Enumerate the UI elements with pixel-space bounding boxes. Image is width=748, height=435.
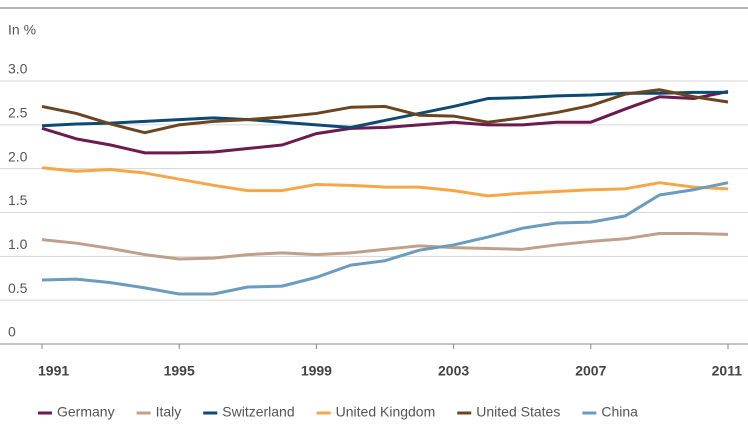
series-line — [41, 88, 729, 135]
x-tick-label: 2011 — [712, 363, 743, 379]
x-tick-label: 1991 — [38, 363, 69, 379]
legend-label: Italy — [156, 404, 182, 420]
y-tick-label: 0 — [8, 324, 16, 340]
series-line — [41, 90, 728, 129]
y-tick-label: 1.0 — [8, 236, 28, 252]
y-tick-label: 0.5 — [8, 280, 28, 296]
legend-label: United States — [476, 404, 560, 420]
y-tick-label: 2.0 — [8, 148, 28, 164]
legend-label: Germany — [57, 404, 115, 420]
series-line — [41, 166, 729, 198]
series-line — [41, 232, 729, 261]
series-line — [41, 90, 729, 155]
x-tick-label: 2007 — [575, 363, 606, 379]
legend-label: China — [601, 404, 638, 420]
y-tick-label: 2.5 — [8, 105, 28, 121]
x-tick-label: 1995 — [164, 363, 195, 379]
legend-label: United Kingdom — [336, 404, 436, 420]
y-tick-label: 3.0 — [8, 61, 28, 77]
series-line — [41, 181, 729, 296]
x-tick-label: 1999 — [301, 363, 332, 379]
y-axis-label: In % — [8, 22, 36, 38]
y-tick-label: 1.5 — [8, 192, 28, 208]
legend-label: Switzerland — [222, 404, 294, 420]
x-tick-label: 2003 — [438, 363, 469, 379]
